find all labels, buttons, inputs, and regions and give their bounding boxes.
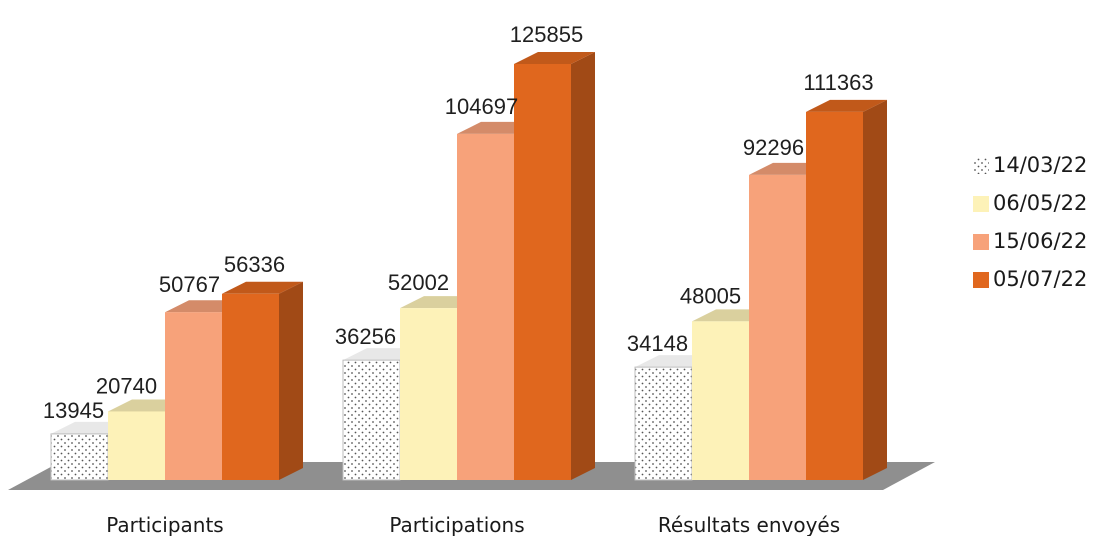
value-label: 52002 [388,270,449,295]
legend-item-06-05-22: 06/05/22 [973,191,1087,215]
bar-front [514,64,571,480]
category-label-participations: Participations [389,513,524,536]
value-label: 92296 [743,135,804,160]
bar-front [749,174,806,481]
bar-top [806,99,887,112]
value-label: 36256 [335,324,396,349]
bar-front [222,293,279,480]
value-label: 13945 [43,398,104,423]
value-label: 48005 [680,283,741,308]
bar-participants-05-07-22 [222,281,303,480]
legend-label: 14/03/22 [993,153,1087,177]
bar-side [571,52,595,480]
bars-layer [50,52,887,481]
category-labels-layer: Participants Participations Résultats envo… [106,513,840,536]
legend-item-14-03-22: 14/03/22 [973,153,1087,177]
bar-participations-05-07-22 [514,52,595,480]
legend-label: 05/07/22 [993,267,1087,291]
bar-front [400,308,457,480]
bar-top [222,281,303,294]
bar-front [108,411,165,480]
bar-front [457,133,514,480]
category-label-participants: Participants [106,513,223,536]
bar-front [806,111,863,480]
value-label: 56336 [224,252,285,277]
bar-front [342,359,401,481]
value-label: 104697 [445,94,518,119]
value-label: 20740 [96,373,157,398]
legend-swatch [973,196,989,212]
bar-resultats-envoyes-05-07-22 [806,99,887,480]
legend-swatch [973,234,989,250]
value-label: 34148 [627,331,688,356]
bar-side [279,281,303,480]
value-label: 50767 [159,272,220,297]
legend-item-15-06-22: 15/06/22 [973,229,1087,253]
legend: 14/03/22 06/05/22 15/06/22 05/07/22 [973,153,1087,291]
bar-side [863,99,887,480]
legend-swatch [973,272,989,288]
legend-label: 15/06/22 [993,229,1087,253]
legend-swatch [973,158,989,174]
category-label-resultats-envoyes: Résultats envoyés [658,513,840,536]
value-label: 125855 [510,22,583,47]
bar-front [634,366,693,481]
value-label: 111363 [803,70,873,95]
legend-item-05-07-22: 05/07/22 [973,267,1087,291]
legend-label: 06/05/22 [993,191,1087,215]
bar-top [514,52,595,64]
bar-front [165,312,222,480]
bar-front [50,433,109,481]
bar-front [692,321,749,480]
